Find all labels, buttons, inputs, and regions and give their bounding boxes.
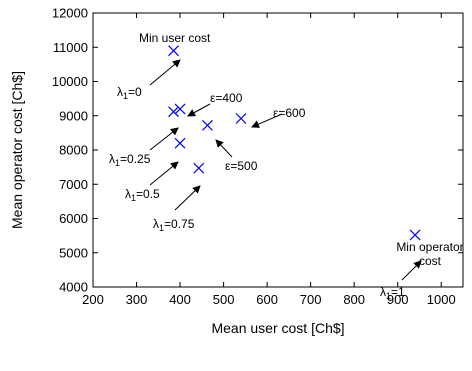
y-tick-label: 5000 (59, 245, 88, 260)
arrow-eps600 (251, 113, 283, 128)
arrow-lambda025 (149, 127, 179, 151)
data-points (168, 45, 421, 241)
y-tick-label: 10000 (52, 74, 88, 89)
y-axis-title: Mean operator cost [Ch$] (9, 71, 25, 229)
x-tick-label: 900 (387, 292, 409, 307)
y-tick-label: 7000 (59, 177, 88, 192)
data-point (193, 162, 205, 174)
arrow-lambda0 (149, 59, 181, 86)
lambda1-label: λ1=1 (380, 285, 405, 301)
x-tick-label: 200 (82, 292, 104, 307)
y-tick-label: 8000 (59, 143, 88, 158)
lambda075-label: λ1=0.75 (153, 217, 195, 233)
arrow-lambda1 (401, 260, 422, 281)
lambda025-label: λ1=0.25 (109, 152, 151, 168)
data-point (174, 137, 186, 149)
data-point (168, 106, 179, 118)
y-tick-label: 11000 (53, 40, 88, 55)
arrow-eps400 (187, 103, 211, 117)
data-point (235, 113, 247, 124)
eps600-label: ε=600 (273, 106, 306, 120)
x-axis-title: Mean user cost [Ch$] (211, 320, 344, 336)
arrow-eps500 (215, 139, 233, 158)
data-point (174, 103, 186, 115)
x-tick-label: 400 (169, 292, 191, 307)
x-tick-label: 600 (256, 292, 278, 307)
arrow-lambda05 (149, 161, 179, 186)
x-tick-label: 300 (126, 292, 148, 307)
min-user-cost-label: Min user cost (139, 31, 211, 45)
x-tick-label: 500 (213, 292, 235, 307)
min-operator-label: Min operator (396, 240, 463, 254)
y-axis: 4000 5000 6000 7000 8000 9000 10000 11000 12000 (52, 6, 463, 295)
x-tick-label: 800 (343, 292, 365, 307)
annotations: Min user cost λ1=0 λ1=0.25 λ1=0.5 λ1=0.7… (109, 31, 464, 301)
data-point (202, 119, 213, 131)
y-tick-label: 4000 (59, 280, 88, 295)
arrow-lambda075 (174, 185, 201, 211)
x-tick-label: 700 (300, 292, 322, 307)
x-axis: 200 300 400 500 600 700 800 900 1000 (82, 13, 456, 307)
eps400-label: ε=400 (210, 91, 243, 105)
data-point (168, 45, 179, 57)
lambda05-label: λ1=0.5 (125, 187, 160, 203)
y-tick-label: 12000 (52, 6, 88, 21)
eps500-label: ε=500 (225, 159, 258, 173)
data-point (409, 229, 421, 241)
y-tick-label: 6000 (59, 211, 88, 226)
x-tick-label: 1000 (427, 292, 456, 307)
min-operator-label-cost: cost (419, 254, 442, 268)
annotation-arrows (149, 59, 422, 281)
lambda0-label: λ1=0 (117, 85, 142, 101)
y-tick-label: 9000 (59, 108, 88, 123)
